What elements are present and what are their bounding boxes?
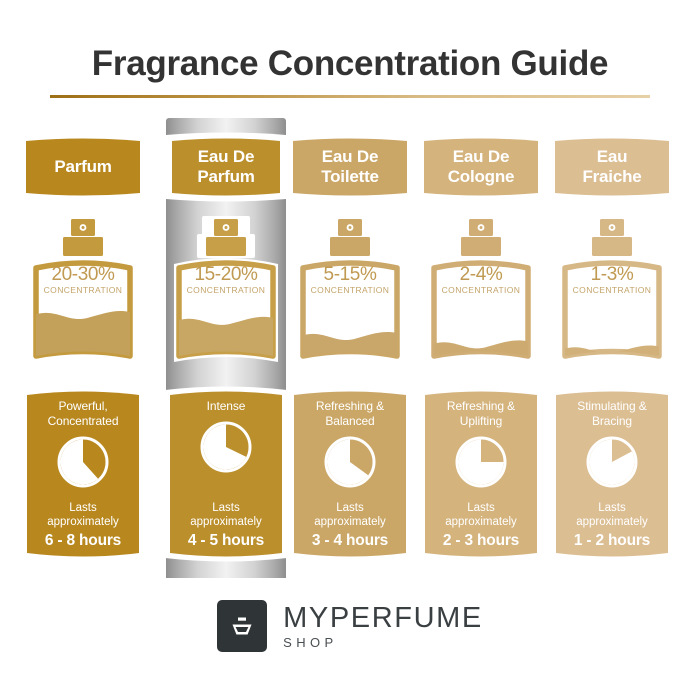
brand-logo-text: MYPERFUME SHOP: [283, 602, 483, 651]
perfume-bottle-parfum: 20-30% CONCENTRATION: [29, 216, 137, 366]
profile-card-eau-fraiche[interactable]: Stimulating & Bracing Lasts approximately 1 …: [556, 388, 668, 560]
profile-card-shape: [27, 388, 139, 560]
profile-card-shape: [425, 388, 537, 560]
header-banner-shape: [293, 136, 407, 198]
footer-logo: MYPERFUME SHOP: [0, 600, 700, 652]
header-banner-eau-fraiche[interactable]: Eau Fraiche: [555, 136, 669, 198]
title-block: Fragrance Concentration Guide: [0, 42, 700, 98]
header-banner-eau-de-toilette[interactable]: Eau De Toilette: [293, 136, 407, 198]
header-banner-eau-de-cologne[interactable]: Eau De Cologne: [424, 136, 538, 198]
profile-card-eau-de-parfum[interactable]: Intense Lasts approximately 4 - 5 hours: [165, 386, 287, 562]
profile-card-shape: [170, 388, 282, 560]
page-title: Fragrance Concentration Guide: [91, 44, 609, 83]
profile-card-shape: [556, 388, 668, 560]
column-eau-de-toilette[interactable]: Eau De Toilette 5-15% CONCENTRATION Refreshi…: [293, 0, 407, 700]
profile-card-eau-de-toilette[interactable]: Refreshing & Balanced Lasts approximately 3 …: [294, 388, 406, 560]
header-banner-parfum[interactable]: Parfum: [26, 136, 140, 198]
perfume-bottle-eau-de-toilette: 5-15% CONCENTRATION: [296, 216, 404, 366]
brand-logo-mark: [217, 600, 268, 652]
brand-subtitle: SHOP: [283, 634, 338, 650]
profile-card-parfum[interactable]: Powerful, Concentrated Lasts approximately 6…: [27, 388, 139, 560]
header-banner-shape: [172, 136, 280, 198]
perfume-bottle-eau-de-cologne: 2-4% CONCENTRATION: [427, 216, 535, 366]
column-eau-fraiche[interactable]: Eau Fraiche 1-3% CONCENTRATION Stimulating &…: [555, 0, 669, 700]
perfume-bottle-eau-fraiche: 1-3% CONCENTRATION: [558, 216, 666, 366]
column-eau-de-parfum[interactable]: Eau De Parfum 15-20% CONCENTRATION Intense La…: [165, 0, 287, 700]
column-parfum[interactable]: Parfum 20-30% CONCENTRATION Powerful, Concen…: [26, 0, 140, 700]
title-divider: [50, 95, 650, 98]
perfume-bottle-eau-de-parfum: 15-20% CONCENTRATION: [172, 216, 280, 366]
brand-name: MYPERFUME: [283, 601, 483, 634]
header-banner-shape: [555, 136, 669, 198]
header-banner-shape: [424, 136, 538, 198]
header-banner-shape: [26, 136, 140, 198]
profile-card-eau-de-cologne[interactable]: Refreshing & Uplifting Lasts approximately 2…: [425, 388, 537, 560]
column-eau-de-cologne[interactable]: Eau De Cologne 2-4% CONCENTRATION Refreshing…: [424, 0, 538, 700]
profile-card-shape: [294, 388, 406, 560]
header-banner-eau-de-parfum[interactable]: Eau De Parfum: [166, 130, 286, 204]
